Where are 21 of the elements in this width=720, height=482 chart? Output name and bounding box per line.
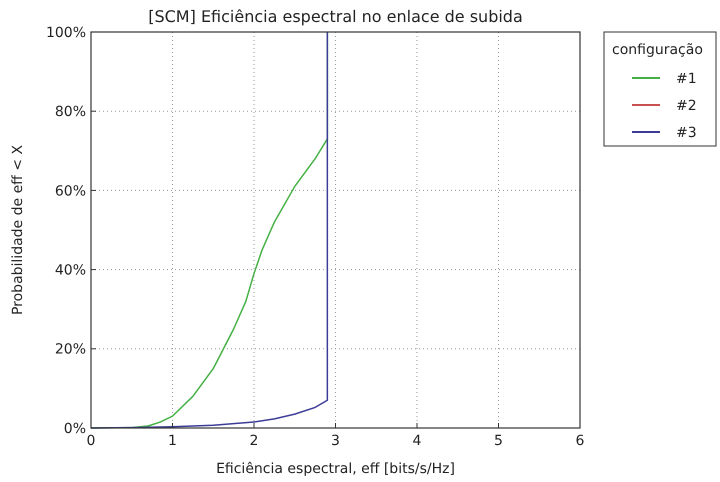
legend-label: #1 [676,70,697,87]
x-tick-label: 6 [576,433,585,449]
x-tick-label: 0 [86,433,96,449]
legend-label: #3 [676,124,697,141]
x-tick-label: 1 [168,433,177,449]
legend-title: configuração [612,42,703,58]
x-tick-label: 5 [494,433,503,449]
x-axis-title: Eficiência espectral, eff [bits/s/Hz] [216,461,455,477]
y-tick-label: 80% [54,104,86,120]
x-tick-label: 4 [412,433,422,449]
y-tick-label: 20% [54,342,86,358]
legend-label: #2 [676,98,697,114]
y-tick-label: 0% [64,420,86,437]
y-tick-label: 40% [54,262,86,278]
line-series [90,31,328,429]
x-tick-label: 3 [331,433,340,449]
x-tick-label: 2 [250,433,258,449]
y-axis-title: Probabilidade de eff < X [10,144,26,316]
y-tick-label: 60% [54,183,86,200]
y-tick-label: 100% [46,24,86,41]
chart-title: [SCM] Eficiência espectral no enlace de subida [148,7,523,26]
